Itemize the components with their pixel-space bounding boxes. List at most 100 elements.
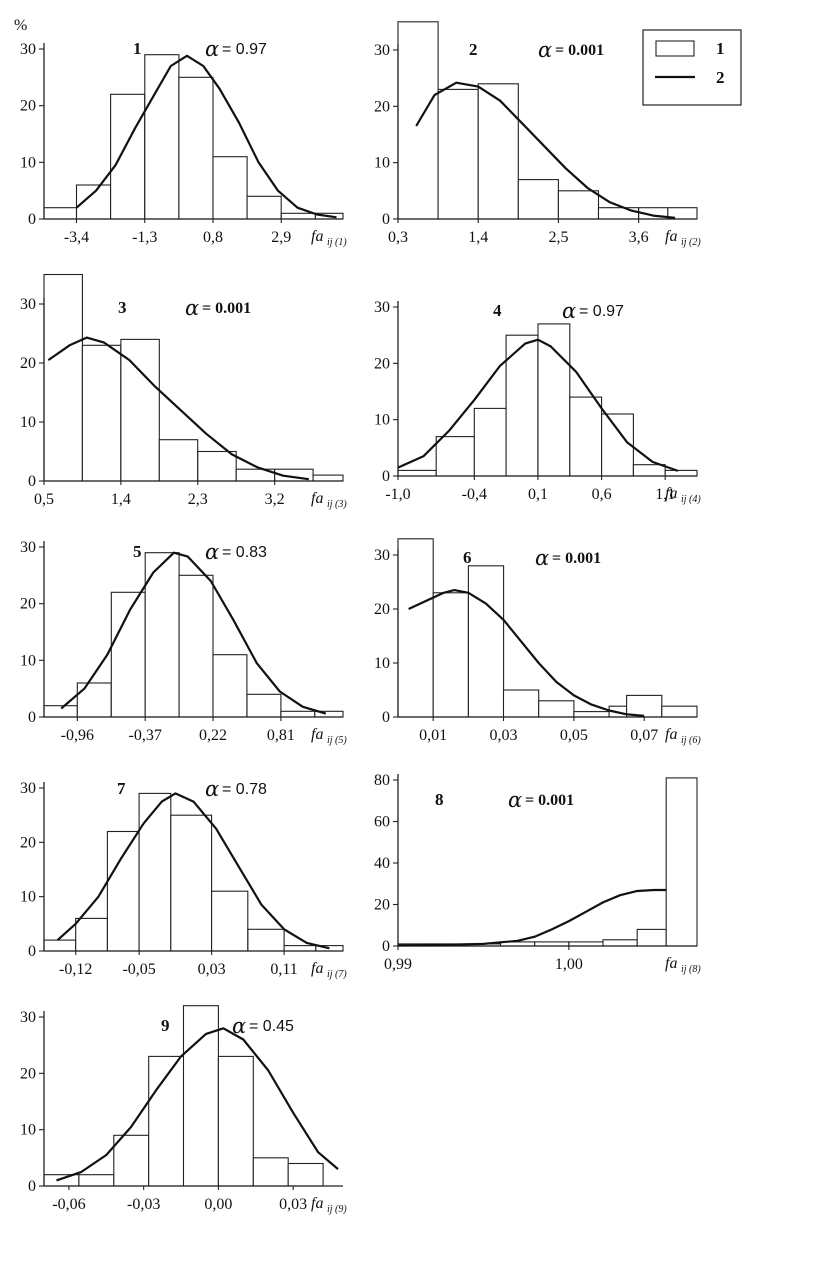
alpha-value: = 0.45 — [249, 1018, 294, 1035]
fitted-curve — [415, 81, 676, 219]
alpha-value: = 0.97 — [222, 41, 267, 58]
x-tick-label: 0,00 — [204, 1196, 232, 1213]
panel-number: 5 — [133, 542, 142, 561]
bar — [632, 464, 666, 477]
x-axis-label: fa — [311, 1195, 323, 1212]
y-tick-label: 10 — [20, 414, 36, 431]
x-axis-label: fa — [311, 228, 323, 245]
x-axis-label: fa — [665, 485, 677, 502]
y-tick-label: 30 — [374, 547, 390, 564]
y-tick-label: 10 — [374, 412, 390, 429]
bar — [217, 1055, 254, 1187]
bar — [246, 693, 282, 718]
panel-5: 0 10 20 30 -0,96 -0,37 0,22 0,81 fa ij (5) 5 α = 0.8… — [20, 539, 347, 746]
fitted-curve — [75, 54, 337, 219]
alpha-value: = 0.97 — [579, 303, 624, 320]
bar — [573, 711, 610, 718]
x-axis-label: fa — [665, 726, 677, 743]
y-tick-label: 30 — [20, 1009, 36, 1026]
bar — [397, 538, 434, 718]
y-tick-label: 0 — [28, 211, 36, 228]
alpha-symbol: α — [205, 540, 219, 564]
bar — [138, 792, 172, 952]
y-tick-label: 30 — [20, 296, 36, 313]
panel-number: 4 — [493, 301, 502, 320]
bar — [247, 928, 285, 952]
alpha-symbol: α — [535, 546, 549, 570]
x-axis-label-subscript: ij (3) — [327, 499, 347, 510]
y-tick-label: 10 — [374, 155, 390, 172]
legend-entry-1: 1 — [716, 39, 725, 58]
bar — [397, 469, 437, 477]
y-tick-label: 20 — [20, 596, 36, 613]
panel-number: 1 — [133, 39, 142, 58]
x-tick-label: -1,0 — [385, 486, 410, 503]
x-tick-label: 0,81 — [267, 727, 295, 744]
panel-8: 0 20 40 60 80 0,99 1,00 fa ij (8) 8 α = 0.001 — [374, 772, 701, 975]
bar — [178, 76, 214, 220]
bar — [43, 273, 83, 482]
fitted-curve — [397, 338, 679, 472]
bar — [505, 334, 539, 477]
panel-number: 3 — [118, 298, 127, 317]
legend: 1 2 — [642, 29, 742, 106]
bar — [43, 939, 77, 952]
panel-2: 0 10 20 30 0,3 1,4 2,5 3,6 fa ij (2) 2 α = 0.001 — [374, 21, 701, 248]
panel-number: 8 — [435, 790, 444, 809]
bar — [43, 207, 78, 220]
x-tick-label: 0,07 — [630, 727, 658, 744]
y-tick-label: 20 — [374, 98, 390, 115]
alpha-symbol: α — [508, 788, 522, 812]
y-tick-label: 20 — [374, 355, 390, 372]
y-tick-label: 0 — [28, 473, 36, 490]
panel-4: 0 10 20 30 -1,0 -0,4 0,1 0,6 1,1fa ij (4) 4 α = 0.97 — [374, 299, 701, 505]
x-tick-label: 0,03 — [490, 727, 518, 744]
x-tick-label: 0,5 — [34, 491, 54, 508]
y-tick-label: 20 — [20, 355, 36, 372]
panel-number: 6 — [463, 548, 472, 567]
x-tick-label: 0,22 — [199, 727, 227, 744]
bar — [106, 830, 140, 952]
bar — [280, 212, 316, 220]
y-tick-label: 0 — [382, 211, 390, 228]
bar — [76, 682, 112, 718]
bar — [432, 592, 469, 718]
x-axis-label-subscript: ij (1) — [327, 237, 347, 248]
panel-7: 0 10 20 30 -0,12 -0,05 0,03 0,11 fa ij (7) 7 α = 0.7… — [20, 777, 347, 980]
legend-bar-swatch — [655, 40, 695, 57]
bar — [144, 552, 180, 718]
y-tick-label: 30 — [20, 780, 36, 797]
bar — [538, 700, 575, 718]
fitted-curve — [56, 792, 330, 950]
alpha-value: = 0.001 — [552, 550, 601, 567]
y-tick-label: 40 — [374, 855, 390, 872]
x-tick-label: 1,1 — [655, 486, 675, 503]
x-axis-label-subscript: ij (7) — [327, 969, 347, 980]
alpha-symbol: α — [185, 296, 199, 320]
y-tick-label: 20 — [20, 1065, 36, 1082]
x-axis-label: fa — [311, 960, 323, 977]
panel-number: 7 — [117, 779, 126, 798]
bar — [397, 21, 439, 220]
x-axis-label-subscript: ij (9) — [327, 1204, 347, 1215]
y-tick-label: 30 — [374, 42, 390, 59]
x-tick-label: -0,12 — [59, 961, 92, 978]
bar — [78, 1174, 115, 1187]
x-axis-label-subscript: ij (4) — [681, 494, 701, 505]
y-tick-label: 10 — [20, 889, 36, 906]
bar — [212, 156, 248, 220]
x-axis-label-subscript: ij (2) — [681, 237, 701, 248]
fitted-curve — [60, 551, 327, 715]
bar — [182, 1005, 219, 1187]
bar — [43, 1174, 80, 1187]
y-tick-label: 30 — [20, 539, 36, 556]
x-tick-label: -0,03 — [127, 1196, 160, 1213]
bar — [287, 1162, 324, 1187]
bar — [81, 344, 122, 482]
bar — [283, 945, 317, 952]
fitted-curve — [408, 589, 645, 717]
y-tick-label: 0 — [28, 943, 36, 960]
x-axis-label-subscript: ij (6) — [681, 735, 701, 746]
